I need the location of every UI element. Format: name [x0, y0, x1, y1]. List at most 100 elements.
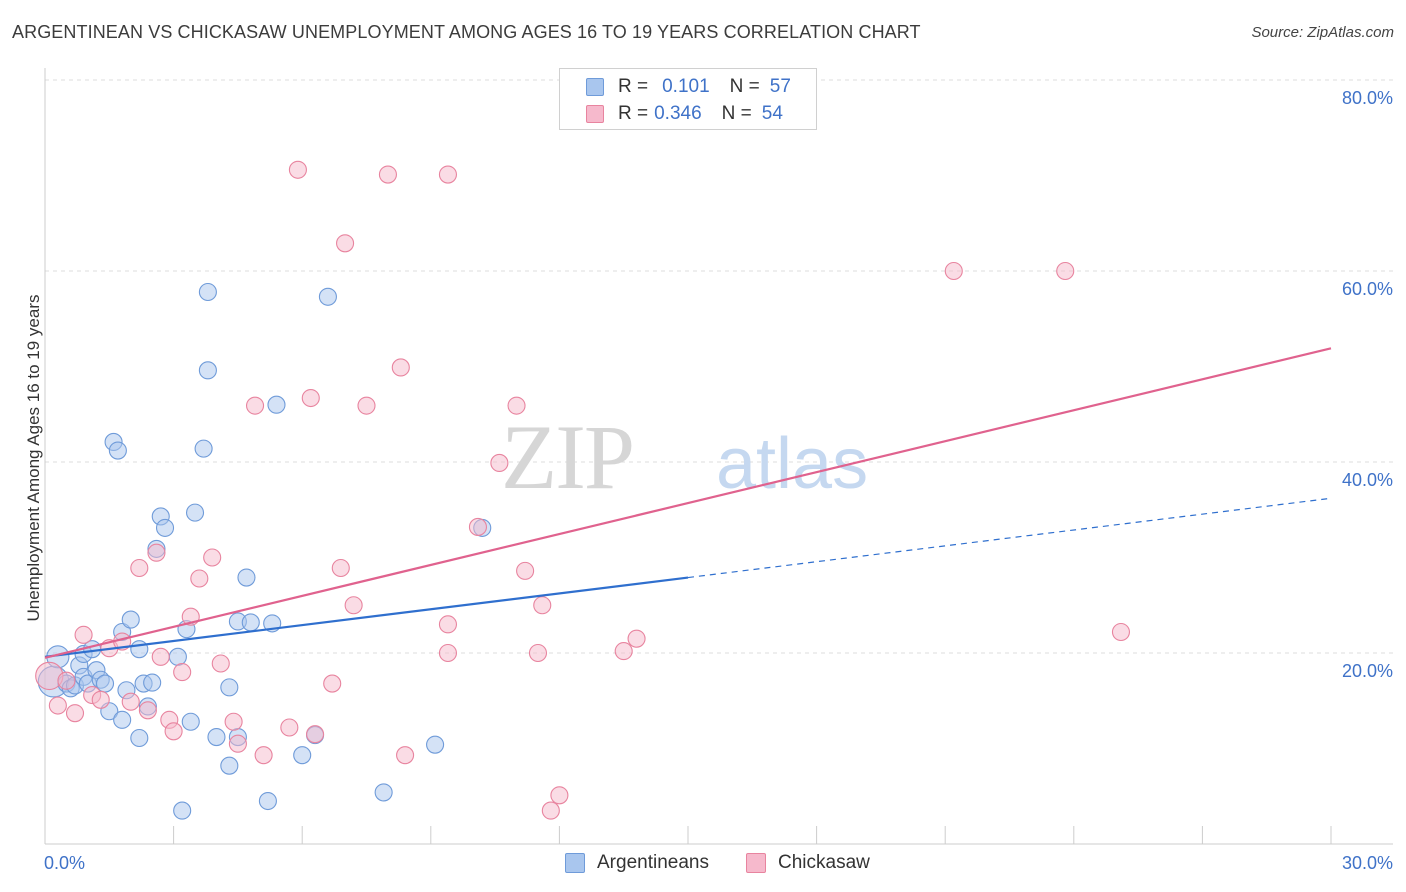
legend-swatch-argentineans	[565, 853, 585, 873]
point-chickasaw	[190, 569, 209, 588]
y-tick-label: 80.0%	[1342, 88, 1393, 108]
point-argentineans	[241, 613, 260, 632]
point-chickasaw	[516, 561, 535, 580]
point-argentineans	[198, 361, 217, 380]
legend-n-label: N =	[729, 76, 760, 97]
point-chickasaw	[65, 704, 85, 723]
point-chickasaw	[528, 643, 548, 663]
watermark-zip: ZIP	[501, 406, 633, 508]
point-chickasaw	[550, 786, 569, 805]
legend-item-chickasaw[interactable]: Chickasaw	[746, 852, 870, 874]
point-chickasaw	[147, 543, 166, 562]
point-chickasaw	[280, 718, 299, 737]
point-chickasaw	[944, 261, 963, 281]
axes	[44, 68, 1393, 845]
point-chickasaw	[74, 625, 93, 644]
point-argentineans	[168, 647, 187, 666]
legend-r-label: R =	[618, 76, 649, 97]
point-argentineans	[220, 756, 239, 775]
grid-lines	[45, 79, 1393, 654]
trend-line-argentineans-projected	[687, 497, 1332, 579]
x-tick-label: 0.0%	[44, 853, 85, 873]
legend-r-value: 0.101	[662, 76, 710, 97]
point-chickasaw	[288, 160, 307, 179]
point-chickasaw	[541, 801, 560, 820]
point-argentineans	[143, 673, 162, 692]
point-argentineans	[130, 640, 149, 659]
legend-row-chickasaw: R = 0.346 N = 54	[586, 102, 783, 126]
point-argentineans	[293, 746, 312, 765]
point-chickasaw	[378, 165, 397, 184]
point-argentineans	[426, 735, 445, 754]
point-argentineans	[207, 727, 226, 747]
legend-row-argentineans: R = 0.101 N = 57	[586, 75, 791, 99]
chart-title: ARGENTINEAN VS CHICKASAW UNEMPLOYMENT AM…	[12, 22, 921, 42]
trend-lines	[44, 347, 1332, 659]
tick-labels: 20.0% 40.0% 60.0% 80.0% 0.0% 30.0%	[44, 88, 1393, 873]
point-chickasaw	[336, 234, 355, 253]
point-argentineans	[113, 710, 132, 729]
point-chickasaw	[254, 746, 273, 765]
legend-r-label: R =	[618, 103, 649, 124]
point-chickasaw	[1056, 261, 1075, 281]
point-chickasaw	[57, 671, 76, 690]
point-argentineans	[220, 678, 239, 697]
point-argentineans	[108, 441, 127, 460]
correlation-legend: R = 0.101 N = 57 R = 0.346 N = 54	[559, 68, 817, 130]
point-chickasaw	[130, 558, 149, 578]
legend-r-value: 0.346	[654, 103, 702, 124]
point-chickasaw	[1111, 622, 1131, 642]
point-chickasaw	[301, 388, 320, 408]
point-chickasaw	[306, 725, 325, 744]
point-chickasaw	[344, 596, 363, 615]
point-chickasaw	[164, 722, 183, 741]
legend-n-label: N =	[721, 103, 752, 124]
legend-item-argentineans[interactable]: Argentineans	[565, 852, 709, 874]
point-chickasaw	[224, 712, 243, 731]
legend-swatch-chickasaw	[746, 853, 766, 873]
trend-line-argentineans	[44, 576, 689, 658]
trend-line-chickasaw	[44, 347, 1332, 659]
point-chickasaw	[391, 358, 410, 377]
point-chickasaw	[331, 558, 350, 578]
point-chickasaw	[245, 396, 265, 415]
y-axis-label: Unemployment Among Ages 16 to 19 years	[24, 294, 43, 622]
point-chickasaw	[151, 647, 170, 666]
point-argentineans	[258, 791, 277, 811]
watermark-atlas: atlas	[716, 424, 868, 504]
point-argentineans	[185, 503, 205, 522]
y-tick-label: 20.0%	[1342, 661, 1393, 681]
y-tick-label: 60.0%	[1342, 279, 1393, 299]
point-chickasaw	[490, 453, 509, 473]
point-chickasaw	[211, 654, 230, 673]
point-chickasaw	[468, 517, 488, 536]
point-argentineans	[173, 801, 192, 820]
point-chickasaw	[48, 696, 67, 715]
point-argentineans	[198, 282, 217, 302]
legend-n-value: 57	[769, 76, 791, 97]
point-argentineans	[318, 287, 337, 306]
point-argentineans	[374, 783, 393, 802]
series-legend: Argentineans Chickasaw	[0, 852, 1406, 878]
point-chickasaw	[438, 643, 457, 663]
point-chickasaw	[533, 596, 552, 615]
x-tick-label: 30.0%	[1342, 853, 1393, 873]
point-chickasaw	[438, 165, 457, 184]
point-argentineans	[130, 728, 149, 748]
legend-label-chickasaw: Chickasaw	[778, 852, 870, 873]
point-chickasaw	[507, 396, 526, 415]
point-argentineans	[121, 610, 140, 629]
point-chickasaw	[138, 701, 157, 720]
point-chickasaw	[396, 746, 415, 765]
point-chickasaw	[228, 734, 247, 753]
legend-n-value: 54	[761, 103, 783, 124]
y-tick-label: 40.0%	[1342, 470, 1393, 490]
legend-swatch-chickasaw	[586, 105, 604, 123]
point-chickasaw	[357, 396, 376, 415]
point-argentineans	[237, 568, 256, 587]
point-chickasaw	[203, 548, 222, 567]
watermark: ZIP atlas	[501, 406, 868, 508]
legend-swatch-argentineans	[586, 78, 604, 96]
point-chickasaw	[121, 692, 140, 711]
